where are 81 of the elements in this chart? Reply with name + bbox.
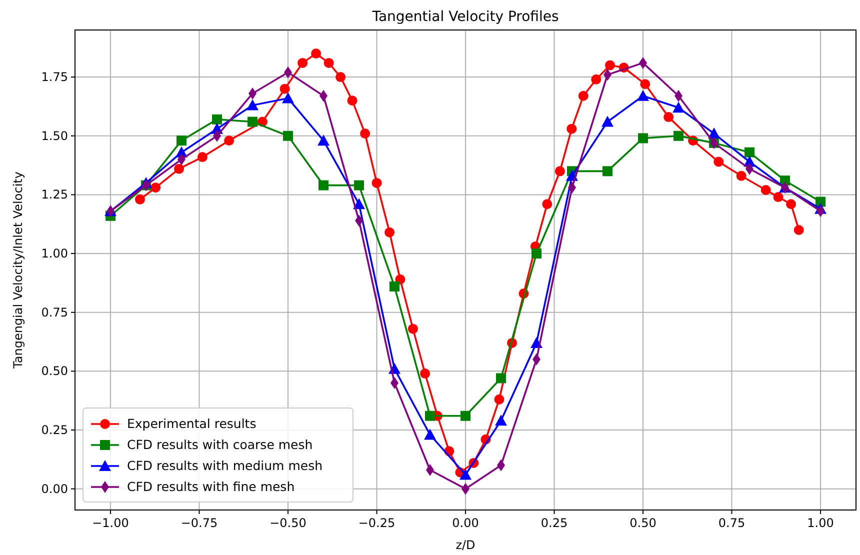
point xyxy=(708,128,720,139)
point xyxy=(640,79,650,90)
x-tick-label: 0.25 xyxy=(540,516,568,530)
point xyxy=(150,182,161,193)
point xyxy=(283,130,293,141)
y-tick-label: 1.25 xyxy=(41,188,68,202)
y-tick-label: 1.50 xyxy=(41,128,68,143)
point xyxy=(280,84,290,94)
point xyxy=(672,102,684,113)
point xyxy=(425,410,435,421)
point xyxy=(773,192,784,202)
point xyxy=(794,225,804,235)
point xyxy=(390,281,400,292)
point xyxy=(354,180,364,190)
point xyxy=(318,134,330,146)
point xyxy=(324,58,334,68)
y-axis-title: Tangengial Velocity/Inlet Velocity xyxy=(11,172,25,370)
point xyxy=(424,428,436,440)
point xyxy=(311,48,322,59)
y-tick-label: 0.25 xyxy=(41,423,68,437)
point xyxy=(786,199,796,210)
legend-label: CFD results with coarse mesh xyxy=(127,437,313,452)
point xyxy=(353,198,365,210)
point xyxy=(197,152,208,162)
point xyxy=(176,136,186,146)
point xyxy=(566,124,577,134)
point xyxy=(602,166,612,176)
legend-label: CFD results with medium mesh xyxy=(127,458,323,473)
point xyxy=(360,128,370,139)
point xyxy=(637,90,649,101)
point xyxy=(298,58,308,68)
point xyxy=(460,468,472,480)
point xyxy=(282,92,294,104)
chart-title: Tangential Velocity Profiles xyxy=(371,9,559,25)
point xyxy=(248,116,258,127)
x-tick-label: −0.50 xyxy=(270,516,306,530)
point xyxy=(736,170,746,181)
point xyxy=(532,248,542,259)
x-axis-title: z/D xyxy=(456,538,476,552)
point xyxy=(578,90,588,101)
point xyxy=(496,373,506,384)
point xyxy=(224,136,234,146)
point xyxy=(542,199,552,210)
point xyxy=(495,414,507,426)
legend-label: Experimental results xyxy=(127,416,256,431)
x-tick-label: −1.00 xyxy=(92,516,129,530)
y-tick-label: 1.75 xyxy=(41,70,68,84)
point xyxy=(347,96,358,106)
x-tick-label: −0.75 xyxy=(180,516,218,530)
point xyxy=(554,166,565,176)
point xyxy=(591,74,602,84)
point xyxy=(638,133,648,144)
x-tick-label: −0.25 xyxy=(358,516,396,530)
point xyxy=(760,185,771,195)
point xyxy=(384,227,395,238)
y-tick-label: 0.50 xyxy=(41,364,68,378)
point xyxy=(420,368,430,379)
point xyxy=(246,99,258,110)
point xyxy=(318,180,328,190)
point xyxy=(714,156,724,167)
legend-label: CFD results with fine mesh xyxy=(127,479,295,494)
point xyxy=(494,394,504,404)
point xyxy=(460,410,470,421)
point xyxy=(408,324,418,334)
point xyxy=(602,116,614,127)
point xyxy=(372,178,382,188)
point xyxy=(664,112,674,122)
x-tick-label: 0.50 xyxy=(630,516,656,530)
y-tick-label: 1.00 xyxy=(41,246,68,261)
point xyxy=(212,114,222,124)
x-tick-label: 0.00 xyxy=(452,516,479,530)
point xyxy=(134,194,145,204)
y-tick-label: 0.75 xyxy=(41,305,68,320)
y-tick-label: 0.00 xyxy=(41,482,68,496)
x-tick-label: 1.00 xyxy=(807,516,834,530)
point xyxy=(604,60,615,70)
x-tick-label: 0.75 xyxy=(718,516,746,530)
point xyxy=(744,147,754,158)
point xyxy=(174,164,184,174)
point xyxy=(336,72,346,82)
point xyxy=(674,130,684,141)
